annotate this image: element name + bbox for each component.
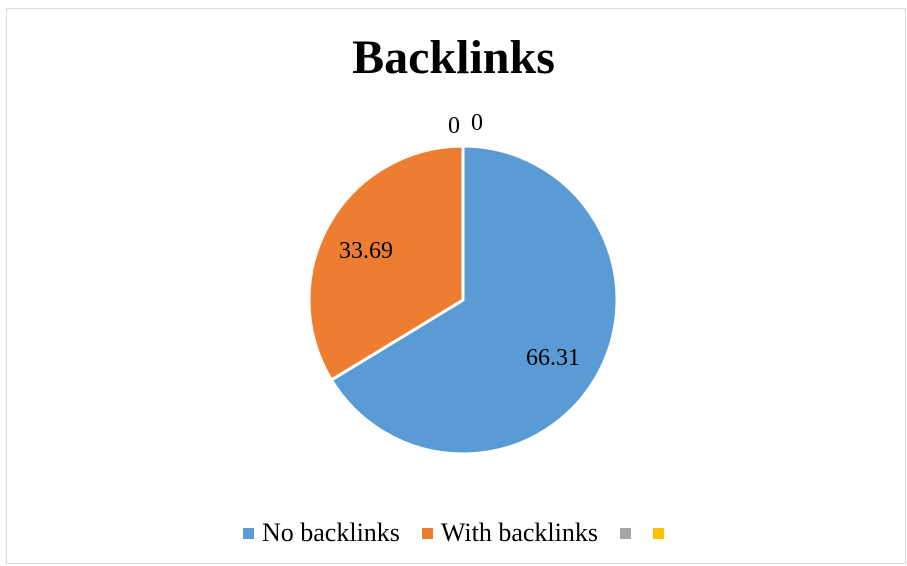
- pie-slice: [307, 144, 465, 382]
- legend-swatch: [653, 527, 664, 539]
- legend-swatch: [620, 527, 631, 539]
- legend-swatch: [421, 527, 433, 539]
- pie-data-label: 0: [448, 113, 460, 139]
- pie-data-label: 0: [471, 110, 483, 136]
- legend-item: No backlinks: [242, 518, 400, 548]
- legend-swatch: [242, 527, 254, 539]
- chart-legend: No backlinks With backlinks: [0, 518, 907, 548]
- pie-data-label: 33.69: [339, 238, 393, 264]
- legend-item: With backlinks: [421, 518, 598, 548]
- legend-item: [653, 527, 664, 539]
- legend-item: [620, 527, 631, 539]
- legend-label: With backlinks: [440, 518, 598, 547]
- legend-label: No backlinks: [261, 518, 400, 547]
- chart-title: Backlinks: [352, 31, 555, 84]
- pie-slice: [329, 144, 619, 456]
- pie-data-label: 66.31: [526, 345, 580, 371]
